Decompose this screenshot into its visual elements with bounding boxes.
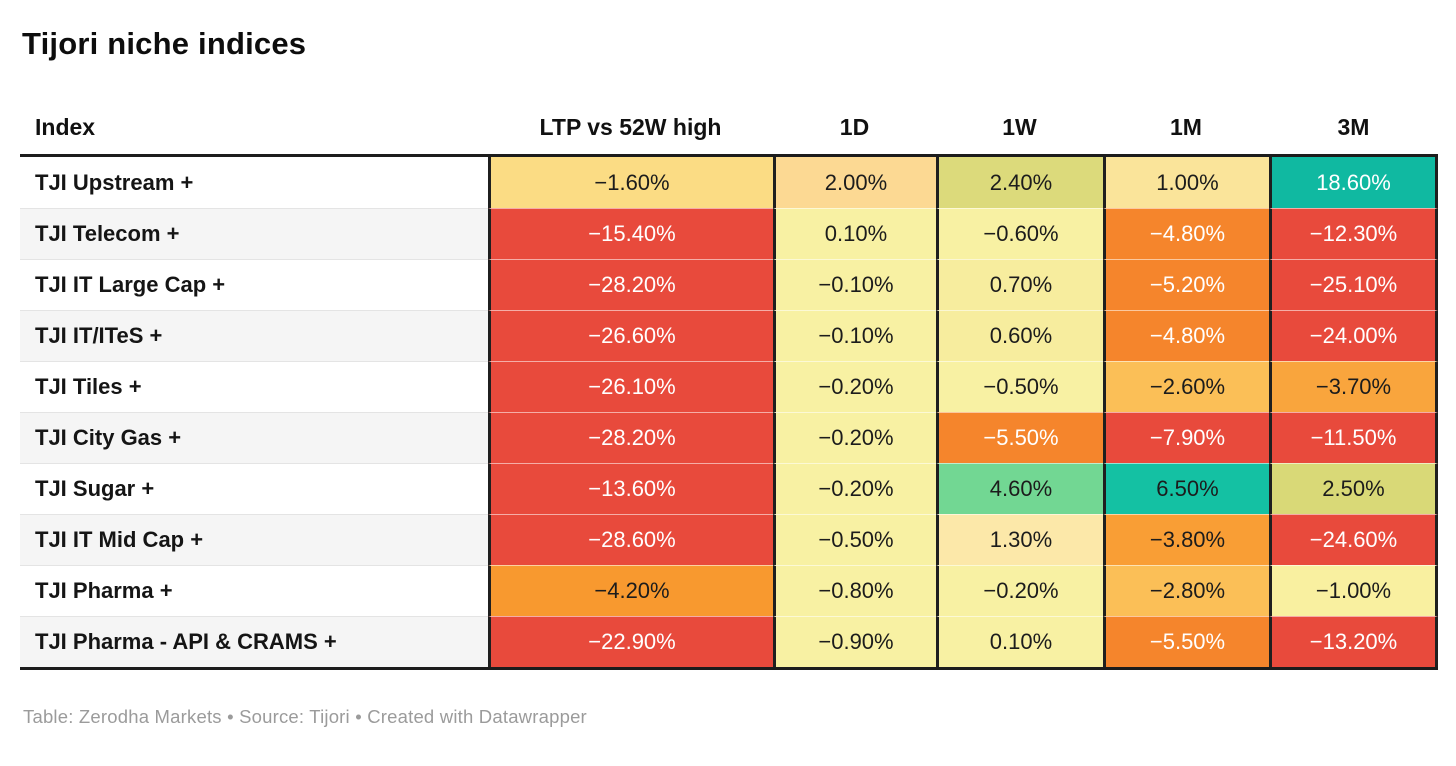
value-cell: 18.60% <box>1269 157 1438 208</box>
value-cell: −25.10% <box>1269 259 1438 310</box>
value-cell: −13.20% <box>1269 616 1438 667</box>
index-name: TJI Pharma - API & CRAMS + <box>20 616 488 667</box>
value-cell: −0.90% <box>773 616 936 667</box>
value-cell: −11.50% <box>1269 412 1438 463</box>
table-row: TJI Tiles + −26.10% −0.20% −0.50% −2.60% −3.7… <box>20 361 1438 412</box>
value-cell: 0.10% <box>773 208 936 259</box>
value-cell: −0.20% <box>773 361 936 412</box>
value-cell: −3.70% <box>1269 361 1438 412</box>
value-cell: −5.20% <box>1103 259 1269 310</box>
value-cell: −1.00% <box>1269 565 1438 616</box>
table-row: TJI Upstream + −1.60% 2.00% 2.40% 1.00% 18.60… <box>20 157 1438 208</box>
column-header-1w: 1W <box>1002 114 1037 140</box>
value-cell: −0.10% <box>773 259 936 310</box>
table-row: TJI Sugar + −13.60% −0.20% 4.60% 6.50% 2.50% <box>20 463 1438 514</box>
table-row: TJI Pharma + −4.20% −0.80% −0.20% −2.80% −1.0… <box>20 565 1438 616</box>
value-cell: −0.10% <box>773 310 936 361</box>
value-cell: −0.50% <box>936 361 1103 412</box>
table-row: TJI Pharma - API & CRAMS + −22.90% −0.90% 0… <box>20 616 1438 667</box>
value-cell: −7.90% <box>1103 412 1269 463</box>
value-cell: −2.60% <box>1103 361 1269 412</box>
value-cell: 4.60% <box>936 463 1103 514</box>
value-cell: −15.40% <box>488 208 773 259</box>
value-cell: −24.00% <box>1269 310 1438 361</box>
value-cell: −5.50% <box>1103 616 1269 667</box>
value-cell: −0.20% <box>773 463 936 514</box>
attribution-footer: Table: Zerodha Markets • Source: Tijori … <box>23 706 587 727</box>
value-cell: −12.30% <box>1269 208 1438 259</box>
column-header-index: Index <box>35 114 96 140</box>
index-name: TJI IT Mid Cap + <box>20 514 488 565</box>
value-cell: −2.80% <box>1103 565 1269 616</box>
value-cell: −28.20% <box>488 412 773 463</box>
value-cell: −24.60% <box>1269 514 1438 565</box>
index-name: TJI Pharma + <box>20 565 488 616</box>
table-row: TJI IT Large Cap + −28.20% −0.10% 0.70% −5.2… <box>20 259 1438 310</box>
value-cell: −4.80% <box>1103 310 1269 361</box>
index-name: TJI City Gas + <box>20 412 488 463</box>
table-header-row: Index LTP vs 52W high 1D 1W 1M 3M <box>20 96 1438 157</box>
value-cell: −0.20% <box>936 565 1103 616</box>
index-name: TJI IT/ITeS + <box>20 310 488 361</box>
value-cell: −26.10% <box>488 361 773 412</box>
page-title: Tijori niche indices <box>22 26 307 61</box>
value-cell: −22.90% <box>488 616 773 667</box>
column-header-1m: 1M <box>1170 114 1202 140</box>
value-cell: 0.10% <box>936 616 1103 667</box>
index-name: TJI Upstream + <box>20 157 488 208</box>
table-row: TJI IT/ITeS + −26.60% −0.10% 0.60% −4.80% −24… <box>20 310 1438 361</box>
value-cell: 0.70% <box>936 259 1103 310</box>
value-cell: 2.50% <box>1269 463 1438 514</box>
value-cell: 1.30% <box>936 514 1103 565</box>
indices-table: Index LTP vs 52W high 1D 1W 1M 3M TJI Up… <box>20 96 1438 670</box>
value-cell: −4.80% <box>1103 208 1269 259</box>
index-name: TJI Sugar + <box>20 463 488 514</box>
value-cell: −1.60% <box>488 157 773 208</box>
value-cell: 2.00% <box>773 157 936 208</box>
table-row: TJI IT Mid Cap + −28.60% −0.50% 1.30% −3.80%… <box>20 514 1438 565</box>
value-cell: −5.50% <box>936 412 1103 463</box>
value-cell: 1.00% <box>1103 157 1269 208</box>
value-cell: −13.60% <box>488 463 773 514</box>
value-cell: −28.20% <box>488 259 773 310</box>
value-cell: −0.50% <box>773 514 936 565</box>
column-header-3m: 3M <box>1337 114 1370 140</box>
index-name: TJI IT Large Cap + <box>20 259 488 310</box>
value-cell: −28.60% <box>488 514 773 565</box>
column-header-1d: 1D <box>839 114 870 140</box>
index-name: TJI Tiles + <box>20 361 488 412</box>
value-cell: 6.50% <box>1103 463 1269 514</box>
value-cell: −4.20% <box>488 565 773 616</box>
value-cell: 2.40% <box>936 157 1103 208</box>
index-name: TJI Telecom + <box>20 208 488 259</box>
value-cell: −3.80% <box>1103 514 1269 565</box>
table-body: TJI Upstream + −1.60% 2.00% 2.40% 1.00% 18.60… <box>20 157 1438 670</box>
value-cell: −26.60% <box>488 310 773 361</box>
table-row: TJI City Gas + −28.20% −0.20% −5.50% −7.90% −… <box>20 412 1438 463</box>
value-cell: −0.20% <box>773 412 936 463</box>
column-header-ltp-52w-high: LTP vs 52W high <box>539 114 722 140</box>
page: Tijori niche indices Index LTP vs 52W hi… <box>20 26 1438 727</box>
table-row: TJI Telecom + −15.40% 0.10% −0.60% −4.80% −12… <box>20 208 1438 259</box>
value-cell: −0.80% <box>773 565 936 616</box>
value-cell: 0.60% <box>936 310 1103 361</box>
value-cell: −0.60% <box>936 208 1103 259</box>
